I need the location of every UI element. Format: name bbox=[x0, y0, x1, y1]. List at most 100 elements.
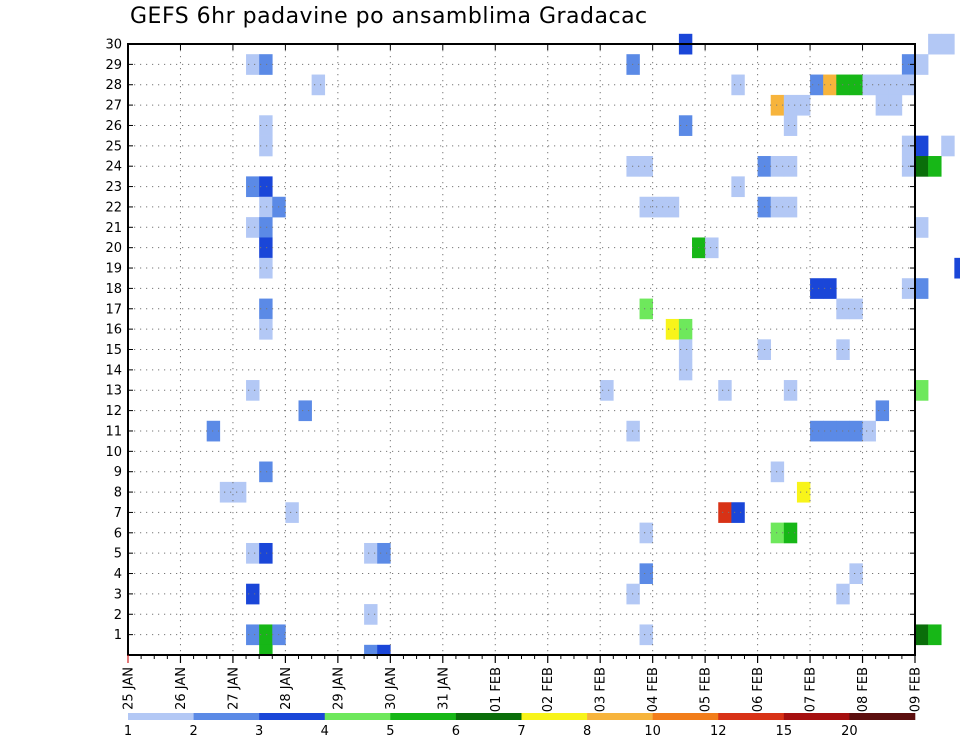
heatmap-cell bbox=[639, 522, 653, 544]
heatmap-cell bbox=[849, 298, 863, 320]
heatmap-cell bbox=[259, 461, 273, 483]
heatmap-cell bbox=[888, 74, 903, 96]
y-tick-label: 10 bbox=[105, 445, 122, 460]
y-tick-label: 28 bbox=[105, 78, 122, 93]
heatmap-cell bbox=[311, 74, 326, 96]
heatmap-cell bbox=[796, 481, 811, 503]
heatmap-cell bbox=[639, 156, 653, 177]
heatmap-cell bbox=[718, 502, 732, 523]
y-tick-label: 8 bbox=[114, 486, 122, 501]
heatmap-cell bbox=[875, 400, 890, 422]
heatmap-cell bbox=[298, 400, 312, 422]
heatmap-cell bbox=[259, 318, 273, 340]
heatmap-cell bbox=[232, 481, 247, 503]
heatmap-cell bbox=[246, 176, 260, 198]
colorbar-label: 20 bbox=[841, 724, 858, 739]
heatmap-cell bbox=[259, 298, 273, 320]
y-axis: 1234567891011121314151617181920212223242… bbox=[105, 38, 915, 643]
heatmap-cell bbox=[364, 542, 378, 564]
heatmap-cell bbox=[246, 542, 260, 564]
heatmap-cell bbox=[259, 135, 273, 157]
y-tick-label: 2 bbox=[114, 608, 122, 623]
y-tick-label: 17 bbox=[105, 302, 122, 317]
x-tick-label: 02 FEB bbox=[541, 667, 556, 712]
y-tick-label: 18 bbox=[105, 282, 122, 297]
colorbar-label: 15 bbox=[776, 724, 793, 739]
heatmap-cell bbox=[259, 217, 273, 238]
heatmap-cell bbox=[823, 420, 837, 442]
heatmap-cell bbox=[678, 318, 693, 340]
x-tick-label: 28 JAN bbox=[279, 667, 294, 710]
heatmap-cell bbox=[888, 94, 903, 116]
x-tick-label: 29 JAN bbox=[331, 667, 346, 710]
heatmap-cell bbox=[849, 74, 863, 96]
heatmap-cell bbox=[862, 74, 876, 96]
colorbar-swatch bbox=[455, 713, 522, 720]
x-tick-label: 03 FEB bbox=[594, 667, 609, 712]
colorbar-label: 5 bbox=[386, 724, 394, 739]
heatmap-cell bbox=[259, 257, 273, 279]
x-tick-label: 30 JAN bbox=[384, 667, 399, 710]
heatmap-cell bbox=[783, 380, 798, 401]
x-tick-label: 01 FEB bbox=[489, 667, 504, 712]
heatmap-cell bbox=[941, 33, 955, 55]
heatmap-cell bbox=[770, 94, 785, 116]
heatmap-cell bbox=[705, 237, 719, 259]
heatmap-cell bbox=[875, 74, 890, 96]
heatmap-cell bbox=[731, 74, 745, 96]
y-tick-label: 16 bbox=[105, 323, 122, 338]
y-tick-label: 22 bbox=[105, 200, 122, 215]
heatmap-cell bbox=[915, 156, 929, 177]
heatmap-cell bbox=[954, 257, 960, 279]
heatmap-cell bbox=[377, 644, 391, 656]
heatmap-cell bbox=[259, 542, 273, 564]
x-tick-label: 07 FEB bbox=[804, 667, 819, 712]
heatmap-cell bbox=[915, 217, 929, 238]
heatmap-cell bbox=[285, 502, 299, 523]
heatmap-cell bbox=[783, 115, 798, 136]
heatmap-cell bbox=[259, 624, 273, 646]
heatmap-cell bbox=[718, 380, 732, 401]
heatmap-cell bbox=[862, 420, 876, 442]
heatmap-cell bbox=[678, 339, 693, 360]
y-tick-label: 20 bbox=[105, 241, 122, 256]
y-tick-label: 15 bbox=[105, 343, 122, 358]
colorbar-label: 1 bbox=[124, 724, 132, 739]
y-tick-label: 21 bbox=[105, 221, 122, 236]
x-tick-label: 27 JAN bbox=[226, 667, 241, 710]
colorbar-label: 7 bbox=[517, 724, 525, 739]
heatmap-cell bbox=[731, 502, 745, 523]
y-tick-label: 19 bbox=[105, 262, 122, 277]
y-tick-label: 14 bbox=[105, 363, 122, 378]
heatmap-cell bbox=[823, 74, 837, 96]
heatmap-cell bbox=[849, 420, 863, 442]
heatmap-cell bbox=[731, 176, 745, 198]
heatmap-cell bbox=[639, 624, 653, 646]
y-tick-label: 30 bbox=[105, 38, 122, 53]
y-tick-label: 4 bbox=[114, 567, 122, 582]
colorbar-swatch bbox=[128, 713, 194, 720]
heatmap-cell bbox=[219, 481, 234, 503]
heatmap-cell bbox=[246, 583, 260, 605]
heatmap-cell bbox=[246, 624, 260, 646]
heatmap-cell bbox=[915, 624, 929, 646]
heatmap-cell bbox=[639, 563, 653, 585]
y-tick-label: 13 bbox=[105, 384, 122, 399]
heatmap-cell bbox=[783, 94, 798, 116]
y-tick-label: 27 bbox=[105, 99, 122, 114]
heatmap-cell bbox=[678, 115, 693, 136]
heatmap-cell bbox=[941, 135, 955, 157]
x-tick-label: 08 FEB bbox=[856, 667, 871, 712]
heatmap-cell bbox=[915, 380, 929, 401]
heatmap-cell bbox=[259, 237, 273, 259]
heatmap-cell bbox=[810, 278, 824, 299]
x-tick-label: 09 FEB bbox=[909, 667, 924, 712]
chart-title: GEFS 6hr padavine po ansamblima Gradacac bbox=[130, 4, 648, 29]
heatmap-cell bbox=[246, 217, 260, 238]
colorbar-label: 4 bbox=[321, 724, 329, 739]
heatmap-cell bbox=[246, 380, 260, 401]
heatmap-cell bbox=[770, 461, 785, 483]
colorbar-swatch bbox=[652, 713, 719, 720]
x-tick-label: 06 FEB bbox=[751, 667, 766, 712]
